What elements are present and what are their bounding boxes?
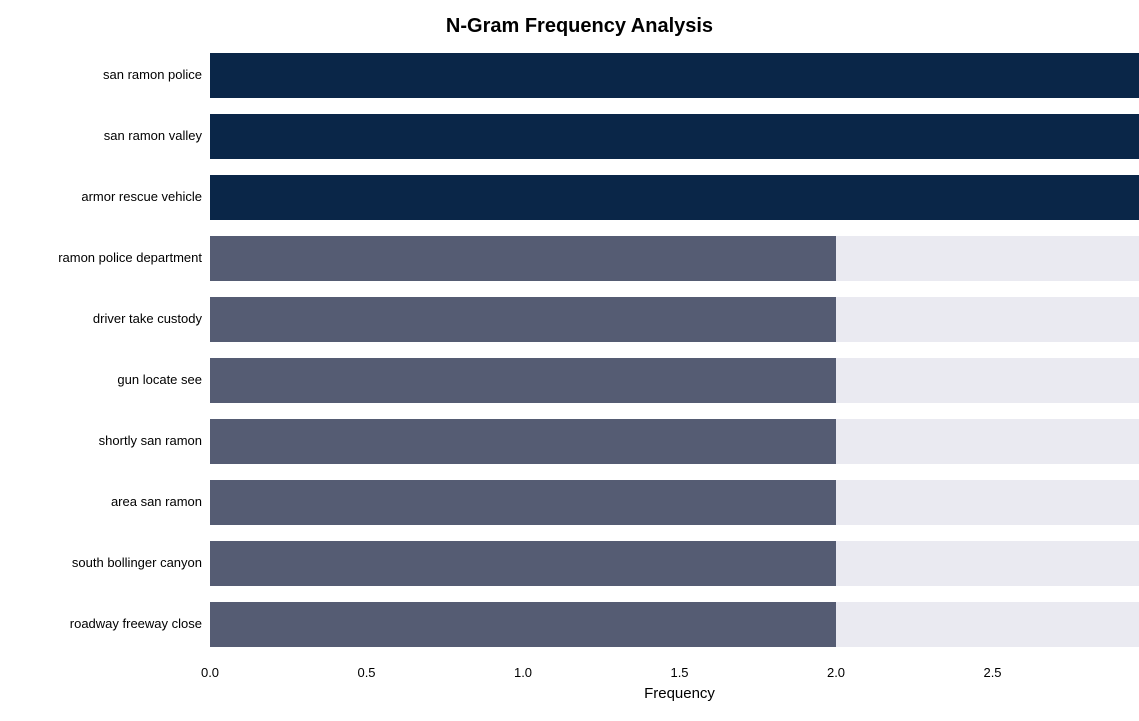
y-tick-label: ramon police department [58, 250, 202, 265]
y-tick-label: san ramon police [103, 67, 202, 82]
bar [210, 175, 1139, 221]
bar [210, 602, 836, 648]
x-axis-title: Frequency [210, 685, 1139, 702]
plot-area [210, 45, 1139, 655]
chart-row [210, 472, 1139, 533]
y-tick-label: san ramon valley [104, 128, 202, 143]
chart-row [210, 350, 1139, 411]
y-tick-label: driver take custody [93, 311, 202, 326]
x-tick-label: 0.0 [201, 665, 219, 680]
chart-row [210, 289, 1139, 350]
chart-row [210, 45, 1139, 106]
bar [210, 236, 836, 282]
chart-row [210, 594, 1139, 655]
chart-row [210, 106, 1139, 167]
chart-title: N-Gram Frequency Analysis [10, 15, 1139, 38]
bar [210, 419, 836, 465]
y-tick-label: armor rescue vehicle [81, 189, 202, 204]
chart-row [210, 228, 1139, 289]
y-tick-label: area san ramon [111, 494, 202, 509]
x-tick-label: 1.5 [670, 665, 688, 680]
chart-row [210, 533, 1139, 594]
bar [210, 114, 1139, 160]
bar [210, 541, 836, 587]
bar [210, 53, 1139, 99]
y-tick-label: shortly san ramon [99, 433, 202, 448]
chart-row [210, 411, 1139, 472]
chart-row [210, 167, 1139, 228]
bar [210, 358, 836, 404]
y-tick-label: south bollinger canyon [72, 555, 202, 570]
y-tick-label: roadway freeway close [70, 616, 202, 631]
bar [210, 480, 836, 526]
x-tick-label: 2.0 [827, 665, 845, 680]
x-tick-label: 0.5 [357, 665, 375, 680]
x-tick-label: 2.5 [983, 665, 1001, 680]
bar [210, 297, 836, 343]
x-tick-label: 1.0 [514, 665, 532, 680]
ngram-frequency-chart: N-Gram Frequency Analysis Frequency 0.0 0… [10, 10, 1139, 711]
y-tick-label: gun locate see [117, 372, 202, 387]
